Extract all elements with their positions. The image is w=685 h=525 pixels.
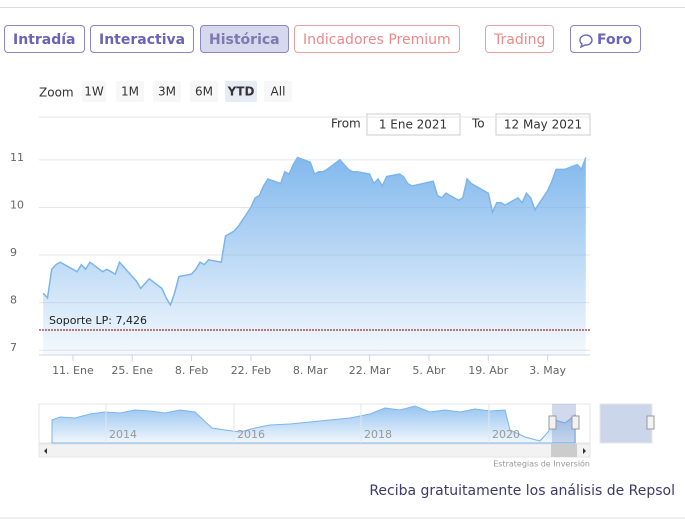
from-label: From: [331, 117, 361, 131]
x-tick-label: 5. Abr: [412, 364, 445, 377]
y-tick-label: 8: [10, 294, 17, 307]
top-rule: [0, 7, 685, 8]
x-tick-label: 19. Abr: [468, 364, 508, 377]
y-tick-label: 11: [10, 151, 24, 164]
navigator-frame: [38, 403, 591, 444]
x-tick-label: 22. Feb: [231, 364, 271, 377]
credits: Estrategias de Inversión: [493, 459, 590, 469]
navigator-label: 2016: [237, 428, 265, 441]
tab[interactable]: Interactiva: [90, 25, 195, 53]
zoom-button[interactable]: [116, 81, 144, 102]
footer-text: Reciba gratuitamente los análisis de Rep…: [369, 483, 675, 499]
x-tick-label: 8. Feb: [175, 364, 208, 377]
x-tick-label: 11. Ene: [52, 364, 94, 377]
navigator-handle: [571, 415, 580, 430]
zoom-button[interactable]: [153, 81, 181, 102]
zoom-button[interactable]: [264, 81, 292, 102]
x-tick-label: 25. Ene: [111, 364, 153, 377]
x-tick-label: 3. May: [529, 364, 566, 377]
area: [43, 157, 586, 355]
zoom-button-label: All: [271, 85, 286, 99]
y-tick-label: 9: [10, 246, 17, 259]
x-tick-label: 22. Mar: [349, 364, 391, 377]
navigator-area: [51, 405, 576, 444]
zoom-button-label: 1M: [121, 85, 139, 99]
tab[interactable]: Trading: [485, 25, 555, 53]
zoom-button[interactable]: [225, 81, 257, 102]
from-input: [366, 113, 461, 136]
zoom-button[interactable]: [190, 81, 218, 102]
zoom-button-label: 3M: [158, 85, 176, 99]
tab[interactable]: Foro: [570, 25, 642, 53]
support-label: Soporte LP: 7,426: [49, 314, 147, 327]
from-value: 1 Ene 2021: [379, 118, 447, 132]
scrollbar-thumb: [551, 444, 577, 457]
tab-active[interactable]: Histórica: [200, 25, 289, 53]
zoom-button-label: 1W: [84, 85, 104, 99]
navigator-handle: [548, 415, 557, 430]
navigator-label: 2020: [492, 428, 520, 441]
chat-icon: [579, 34, 593, 48]
y-tick-label: 10: [10, 198, 24, 211]
y-tick-label: 7: [10, 341, 17, 354]
zoom-button[interactable]: [82, 81, 106, 102]
line: [42, 156, 587, 307]
to-label: To: [471, 117, 485, 131]
navigator-label: 2018: [364, 428, 392, 441]
navigator: 2014 2016 2018 2020: [38, 403, 655, 458]
x-tick-label: 8. Mar: [293, 364, 328, 377]
tab[interactable]: Intradía: [4, 25, 85, 53]
scrollbar: [38, 443, 591, 458]
zoom-button-label: 6M: [195, 85, 213, 99]
zoom-button-label: YTD: [227, 85, 255, 99]
to-value: 12 May 2021: [504, 118, 582, 132]
navigator-outside: [599, 403, 653, 444]
to-input: [495, 113, 591, 136]
tab[interactable]: Indicadores Premium: [294, 25, 460, 53]
navigator-selection: [552, 404, 576, 443]
zoom-label: Zoom: [39, 86, 74, 100]
tab-label: Foro: [597, 32, 633, 48]
navigator-label: 2014: [109, 428, 137, 441]
